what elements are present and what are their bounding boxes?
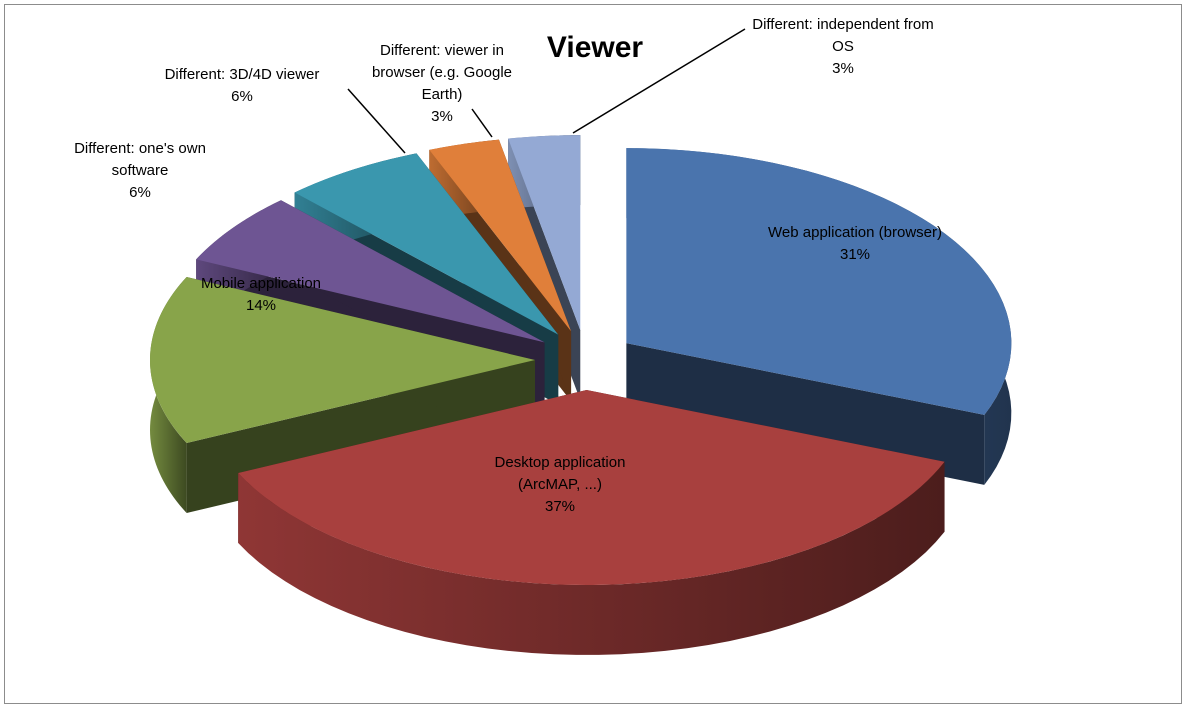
slice-3 [196,200,545,343]
slice-name-line: Different: one's own [74,140,206,157]
slice-label-1: Desktop application (ArcMAP, ...) 37% [495,454,626,515]
slice-name-line: Web application (browser) [768,224,942,241]
slice-name-line: Earth) [422,86,463,103]
leader-line-6 [572,28,746,134]
leader-line-4 [347,88,406,154]
slice-value-label: 6% [129,184,151,201]
slice-name-line: OS [832,38,854,55]
slice-4 [294,153,559,335]
slice-name-line: Different: independent from [752,16,934,33]
pie-chart: Web application (browser) 31% Desktop appl… [74,16,1012,655]
slice-value-label: 14% [246,297,276,314]
slice-name-line: Different: viewer in [380,42,504,59]
slice-value-label: 37% [545,498,575,515]
slice-tops [150,135,1012,585]
slice-0 [626,148,1012,415]
slice-label-3: Different: one's own software 6% [74,140,206,201]
slice-name-line: browser (e.g. Google [372,64,512,81]
slice-name-line: Mobile application [201,275,321,292]
leader-lines [347,28,746,154]
slice-wall-0-1 [626,343,985,485]
slice-label-0: Web application (browser) 31% [768,224,942,263]
slice-side-1 [238,461,945,655]
chart-title: Viewer [547,31,644,64]
slice-labels: Web application (browser) 31% Desktop appl… [74,16,942,515]
slice-6 [508,135,581,331]
slice-label-2: Mobile application 14% [201,275,321,314]
slice-name-line: Desktop application [495,454,626,471]
slice-2 [150,276,536,444]
slice-name-line: Different: 3D/4D viewer [165,66,320,83]
slice-name-line: software [112,162,169,179]
slice-value-label: 3% [431,108,453,125]
slice-label-5: Different: viewer in browser (e.g. Google… [372,42,512,125]
chart-frame: Web application (browser) 31% Desktop appl… [4,4,1182,704]
slice-value-label: 6% [231,88,253,105]
leader-line-5 [471,108,493,138]
slice-1 [238,389,945,585]
slice-value-label: 31% [840,246,870,263]
slice-name-line: (ArcMAP, ...) [518,476,602,493]
slice-5 [429,139,572,332]
slice-value-label: 3% [832,60,854,77]
slice-label-6: Different: independent from OS 3% [752,16,934,77]
slice-label-4: Different: 3D/4D viewer 6% [165,66,320,105]
